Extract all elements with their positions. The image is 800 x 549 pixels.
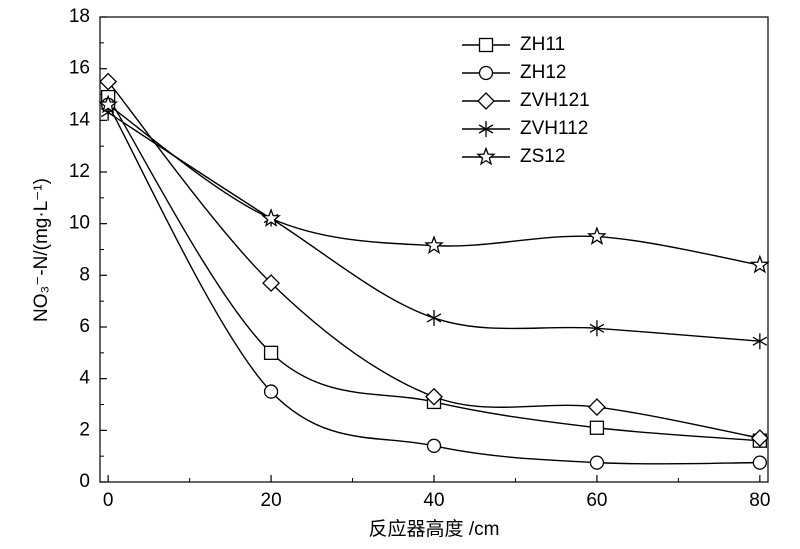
- marker: [98, 94, 118, 114]
- y-tick-label: 8: [79, 264, 90, 285]
- y-tick-label: 10: [69, 213, 90, 234]
- marker: [263, 345, 279, 360]
- marker: [589, 455, 605, 470]
- legend-label: ZH11: [520, 34, 565, 55]
- y-tick-label: 12: [69, 161, 90, 182]
- y-tick-label: 2: [79, 419, 90, 440]
- legend-label: ZH12: [520, 62, 566, 83]
- legend-label: ZVH112: [520, 118, 588, 139]
- marker: [478, 37, 494, 53]
- marker: [752, 333, 768, 350]
- marker: [262, 274, 280, 293]
- x-tick-label: 20: [261, 490, 282, 511]
- x-tick-label: 40: [423, 490, 444, 511]
- series-line: [107, 96, 760, 442]
- x-tick-label: 60: [586, 490, 607, 511]
- marker: [426, 309, 442, 326]
- y-axis-label: NO₃⁻-N/(mg·L⁻¹): [31, 178, 52, 322]
- legend-label: ZS12: [520, 146, 565, 167]
- y-tick-label: 14: [69, 109, 91, 130]
- marker: [752, 455, 768, 470]
- y-tick-label: 18: [69, 6, 90, 27]
- marker: [426, 438, 442, 453]
- marker: [587, 226, 607, 245]
- marker: [477, 92, 495, 110]
- marker: [424, 235, 444, 254]
- y-tick-label: 16: [69, 58, 90, 79]
- series-line: [107, 111, 760, 342]
- marker: [750, 254, 770, 274]
- marker: [263, 384, 279, 399]
- x-tick-label: 80: [749, 490, 770, 511]
- marker: [261, 208, 281, 227]
- marker: [425, 387, 443, 406]
- y-tick-label: 4: [79, 368, 90, 389]
- series-line: [107, 81, 760, 439]
- x-tick-label: 0: [103, 490, 114, 511]
- marker: [589, 420, 605, 435]
- marker: [478, 65, 494, 81]
- series-line: [107, 104, 760, 465]
- marker: [99, 72, 118, 91]
- marker: [750, 429, 769, 448]
- legend-label: ZVH121: [520, 90, 590, 111]
- y-tick-label: 0: [79, 471, 90, 492]
- marker: [588, 398, 606, 417]
- marker: [476, 146, 496, 166]
- marker: [478, 121, 494, 137]
- marker: [589, 320, 605, 337]
- x-axis-label: 反应器高度 /cm: [369, 518, 500, 540]
- y-tick-label: 6: [79, 316, 90, 337]
